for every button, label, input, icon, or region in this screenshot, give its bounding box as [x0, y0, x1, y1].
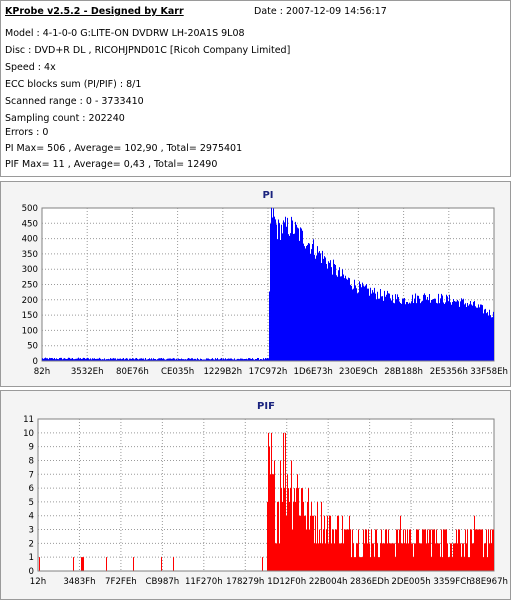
info-pif-summary: PIF Max= 11 , Average= 0,43 , Total= 124…	[5, 159, 218, 170]
info-speed: Speed : 4x	[5, 62, 56, 73]
pi-y-tick-label: 450	[22, 219, 38, 229]
pi-y-tick-label: 300	[22, 265, 38, 275]
app-title: KProbe v2.5.2 - Designed by Karr	[5, 6, 184, 17]
pif-y-tick-label: 4	[29, 512, 34, 522]
pif-x-tick-label: 178279h	[226, 577, 264, 587]
info-pi-summary: PI Max= 506 , Average= 102,90 , Total= 2…	[5, 143, 243, 154]
info-errors: Errors : 0	[5, 127, 49, 138]
pi-x-tick-label: 230E9Ch	[339, 367, 378, 377]
pif-y-tick-label: 6	[29, 484, 34, 494]
pif-x-tick-label: 22B004h	[309, 577, 348, 587]
pif-y-tick-label: 10	[23, 429, 34, 439]
pif-y-tick-label: 8	[29, 456, 34, 466]
pif-x-tick-label: 3359FCh	[433, 577, 471, 587]
pi-chart-title: PI	[262, 190, 273, 201]
pi-y-tick-label: 200	[22, 296, 38, 306]
pif-y-tick-label: 7	[29, 470, 34, 480]
pi-y-tick-label: 400	[22, 235, 38, 245]
pi-x-tick-label: 17C972h	[249, 367, 288, 377]
pif-chart-title: PIF	[257, 401, 275, 412]
pif-x-tick-label: 7F2FEh	[105, 577, 137, 587]
pi-x-tick-label: 3532Eh	[71, 367, 104, 377]
pif-x-tick-label: 11F270h	[185, 577, 223, 587]
pif-x-tick-label: 3483Fh	[63, 577, 95, 587]
pi-y-tick-label: 350	[22, 250, 38, 260]
pi-chart: PI 0 50 100 150 200 250 300 350 400 450 500 82h 3532E…	[22, 190, 508, 377]
pi-x-tick-label: CE035h	[161, 367, 194, 377]
info-disc: Disc : DVD+R DL , RICOHJPND01C [Ricoh Co…	[5, 45, 291, 56]
pi-y-tick-label: 150	[22, 311, 38, 321]
pif-x-tick-label: 38E967h	[470, 577, 508, 587]
pi-x-tick-label: 2E5356h	[430, 367, 468, 377]
pi-y-tick-label: 0	[33, 357, 38, 367]
pif-y-tick-label: 0	[29, 567, 34, 577]
scan-date: Date : 2007-12-09 14:56:17	[254, 6, 387, 17]
pif-plot-area	[37, 418, 495, 572]
pif-x-tick-label: 2DE005h	[391, 577, 430, 587]
info-range: Scanned range : 0 - 3733410	[5, 96, 144, 107]
pif-x-tick-label: 2836EDh	[350, 577, 389, 587]
pi-x-tick-label: 82h	[34, 367, 50, 377]
pif-chart: PIF 0 1 2 3 4 5 6 7 8 9 10 11 12h 3483Fh 7F2FEh CB987h 11…	[23, 401, 508, 587]
pif-y-tick-label: 11	[23, 415, 34, 425]
pif-x-tick-label: 12h	[30, 577, 46, 587]
pif-y-tick-label: 9	[29, 443, 34, 453]
info-sampling: Sampling count : 202240	[5, 113, 125, 124]
pi-x-tick-label: 28B188h	[384, 367, 423, 377]
pif-x-tick-label: CB987h	[145, 577, 179, 587]
pif-y-tick-label: 2	[29, 539, 34, 549]
pif-chart-panel: PIF 0 1 2 3 4 5 6 7 8 9 10 11 12h 3483Fh 7F2FEh CB987h 11…	[0, 390, 511, 600]
pi-y-tick-label: 50	[27, 342, 38, 352]
pi-x-tick-label: 80E76h	[116, 367, 149, 377]
pif-y-tick-label: 3	[29, 526, 34, 536]
pif-series	[39, 432, 494, 571]
pi-y-tick-label: 500	[22, 204, 38, 214]
info-ecc: ECC blocks sum (PI/PIF) : 8/1	[5, 79, 142, 90]
pi-y-tick-label: 100	[22, 326, 38, 336]
pi-x-tick-label: 1229B2h	[203, 367, 242, 377]
pif-y-tick-label: 5	[29, 498, 34, 508]
pi-chart-panel: PI 0 50 100 150 200 250 300 350 400 450 500 82h 3532E…	[0, 181, 511, 387]
pi-x-tick-label: 33F58Eh	[470, 367, 508, 377]
info-model: Model : 4-1-0-0 G:LITE-ON DVDRW LH-20A1S…	[5, 28, 245, 39]
pi-x-tick-label: 1D6E73h	[294, 367, 333, 377]
pif-y-tick-label: 1	[29, 553, 34, 563]
pi-y-tick-label: 250	[22, 281, 38, 291]
info-panel: KProbe v2.5.2 - Designed by Karr Date : …	[0, 0, 511, 177]
pi-series	[42, 207, 494, 361]
pif-x-tick-label: 1D12F0h	[267, 577, 306, 587]
